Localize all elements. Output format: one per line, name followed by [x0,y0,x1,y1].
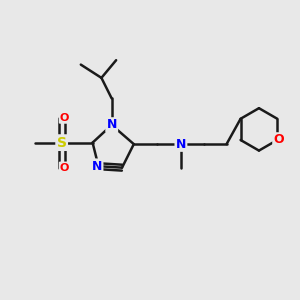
Text: O: O [274,134,284,146]
Text: N: N [176,138,186,151]
Text: O: O [60,112,69,123]
Text: O: O [60,163,69,173]
Text: N: N [106,118,117,131]
Text: S: S [57,136,67,150]
Text: N: N [92,160,102,173]
